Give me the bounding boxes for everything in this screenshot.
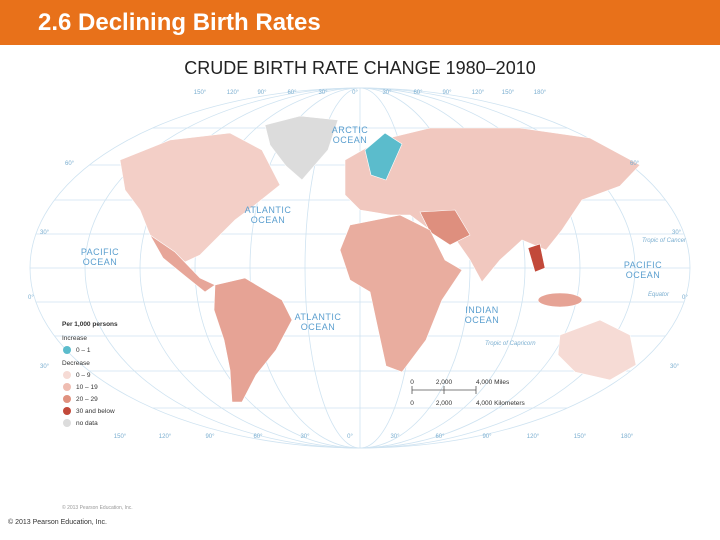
longitude-label: 60° [435,434,445,440]
longitude-label: 90° [205,434,215,440]
longitude-label: 120° [527,434,540,440]
line-label: Equator [648,292,670,298]
legend-swatch [63,383,71,391]
legend-heading: Decrease [62,360,90,367]
scale-label: 2,000 [436,379,453,386]
islands [537,292,583,308]
southeast-asia [527,243,546,273]
longitude-label: 150° [114,434,127,440]
longitude-label: 30° [382,90,392,96]
ocean-label: OCEAN [465,315,500,325]
longitude-label: 30° [318,90,328,96]
longitude-label: 0° [347,434,353,440]
longitude-label: 30° [390,434,400,440]
scale-label: 4,000 Miles [476,379,510,386]
longitude-label: 120° [472,90,485,96]
ocean-label: OCEAN [301,322,336,332]
legend-swatch [63,419,71,427]
latitude-label: 30° [670,364,680,370]
slide-title: 2.6 Declining Birth Rates [38,9,321,36]
longitude-label: 150° [574,434,587,440]
line-label: Tropic of Cancer [642,238,687,244]
footer: © 2013 Pearson Education, Inc. [8,518,107,526]
legend-label: 20 – 29 [76,396,98,403]
longitude-label: 60° [287,90,297,96]
legend-title: Per 1,000 persons [62,321,118,328]
scale-label: 0 [410,400,414,407]
scale-label: 4,000 Kilometers [476,400,526,407]
ocean-label: OCEAN [251,215,286,225]
latitude-label: 60° [65,161,75,167]
greenland [264,115,339,181]
central-america [149,234,216,293]
legend-swatch [63,346,71,354]
map-labels: 150° 150° 120° 120° 90° 90° 60° 60° 30° 30° 0° 0° 30… [28,90,688,440]
legend-label: 30 and below [76,408,115,415]
legend-label: 0 – 9 [76,372,91,379]
longitude-label: 30° [300,434,310,440]
australia [557,319,637,381]
north-america [119,132,281,263]
legend-label: 0 – 1 [76,347,91,354]
africa [339,214,463,373]
scale-label: 0 [410,379,414,386]
map-credit: © 2013 Pearson Education, Inc. [62,504,133,511]
legend-label: no data [76,420,98,427]
map-title: CRUDE BIRTH RATE CHANGE 1980–2010 [184,58,535,78]
longitude-label: 90° [482,434,492,440]
header-bar [0,0,720,45]
ocean-label: ATLANTIC [295,312,342,322]
ocean-label: ARCTIC [332,125,369,135]
latitude-label: 30° [40,230,50,236]
latitude-label: 0° [682,295,688,301]
legend-swatch [63,407,71,415]
longitude-label: 150° [502,90,515,96]
longitude-label: 120° [159,434,172,440]
ocean-label: PACIFIC [81,247,119,257]
legend-heading: Increase [62,335,87,342]
longitude-label: 180° [621,434,634,440]
ocean-label: ATLANTIC [245,205,292,215]
eurasia [344,127,641,283]
legend-swatch [63,395,71,403]
latitude-label: 0° [28,295,34,301]
longitude-label: 60° [413,90,423,96]
latitude-label: 30° [40,364,50,370]
latitude-label: 60° [630,161,640,167]
ocean-label: OCEAN [333,135,368,145]
scandinavia [364,132,403,181]
middle-east [419,209,471,246]
line-label: Tropic of Capricorn [485,341,536,347]
longitude-label: 90° [442,90,452,96]
latitude-label: 30° [672,230,682,236]
ocean-label: PACIFIC [624,260,662,270]
longitude-label: 180° [534,90,547,96]
ocean-label: OCEAN [626,270,661,280]
scale-bar [411,386,477,394]
longitude-label: 0° [352,90,358,96]
land [119,115,641,403]
scale-label: 2,000 [436,400,453,407]
longitude-label: 60° [253,434,263,440]
legend-swatch [63,371,71,379]
legend-label: 10 – 19 [76,384,98,391]
longitude-label: 150° [194,90,207,96]
longitude-label: 90° [257,90,267,96]
ocean-label: INDIAN [465,305,499,315]
longitude-label: 120° [227,90,240,96]
south-america [213,277,293,403]
ocean-label: OCEAN [83,257,118,267]
